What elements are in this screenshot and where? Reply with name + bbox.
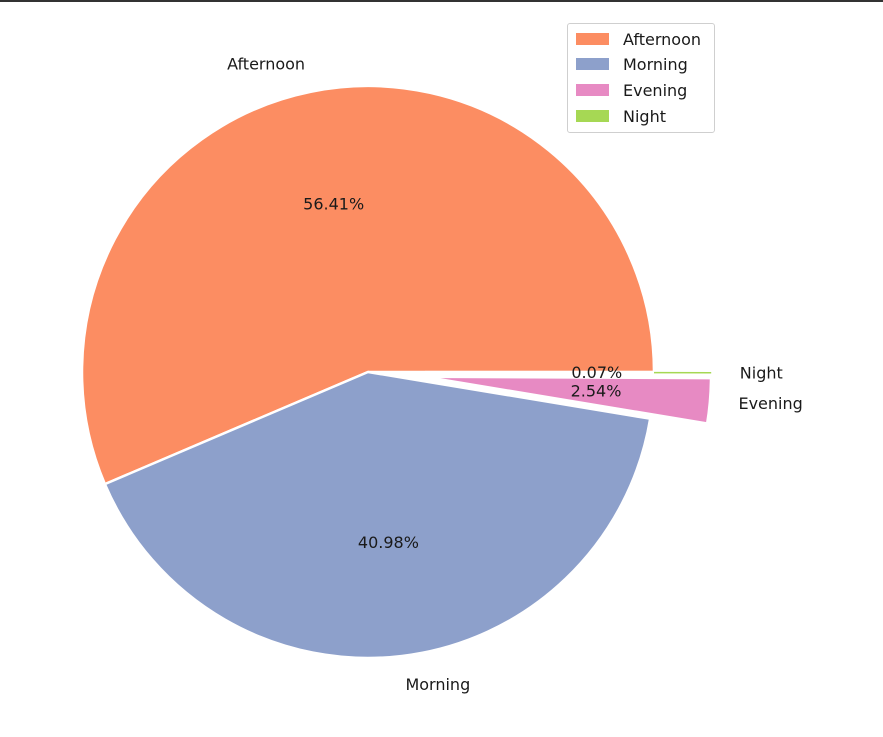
pie-category-label-night: Night — [740, 363, 783, 382]
chart-legend: Afternoon Morning Evening Night — [567, 23, 715, 133]
pie-percent-label-morning: 40.98% — [358, 533, 419, 552]
legend-label-afternoon: Afternoon — [623, 29, 701, 49]
pie-slice-evening — [423, 375, 713, 425]
pie-slice-afternoon — [80, 84, 656, 486]
legend-swatch-morning — [576, 58, 609, 70]
legend-item-afternoon: Afternoon — [576, 29, 701, 49]
legend-item-night: Night — [576, 106, 666, 126]
pie-percent-label-afternoon: 56.41% — [303, 194, 364, 213]
legend-label-evening: Evening — [623, 80, 688, 100]
legend-swatch-afternoon — [576, 33, 609, 45]
legend-swatch-night — [576, 110, 609, 122]
pie-percent-label-night: 0.07% — [571, 363, 622, 382]
legend-label-night: Night — [623, 106, 666, 126]
pie-category-label-afternoon: Afternoon — [227, 54, 305, 73]
pie-slice-morning — [103, 370, 652, 660]
pie-category-label-evening: Evening — [738, 394, 802, 413]
legend-label-morning: Morning — [623, 54, 688, 74]
legend-swatch-evening — [576, 84, 609, 96]
pie-percent-label-evening: 2.54% — [571, 382, 622, 401]
legend-item-evening: Evening — [576, 80, 687, 100]
legend-item-morning: Morning — [576, 54, 688, 74]
pie-category-label-morning: Morning — [405, 675, 470, 694]
top-border — [0, 0, 883, 2]
